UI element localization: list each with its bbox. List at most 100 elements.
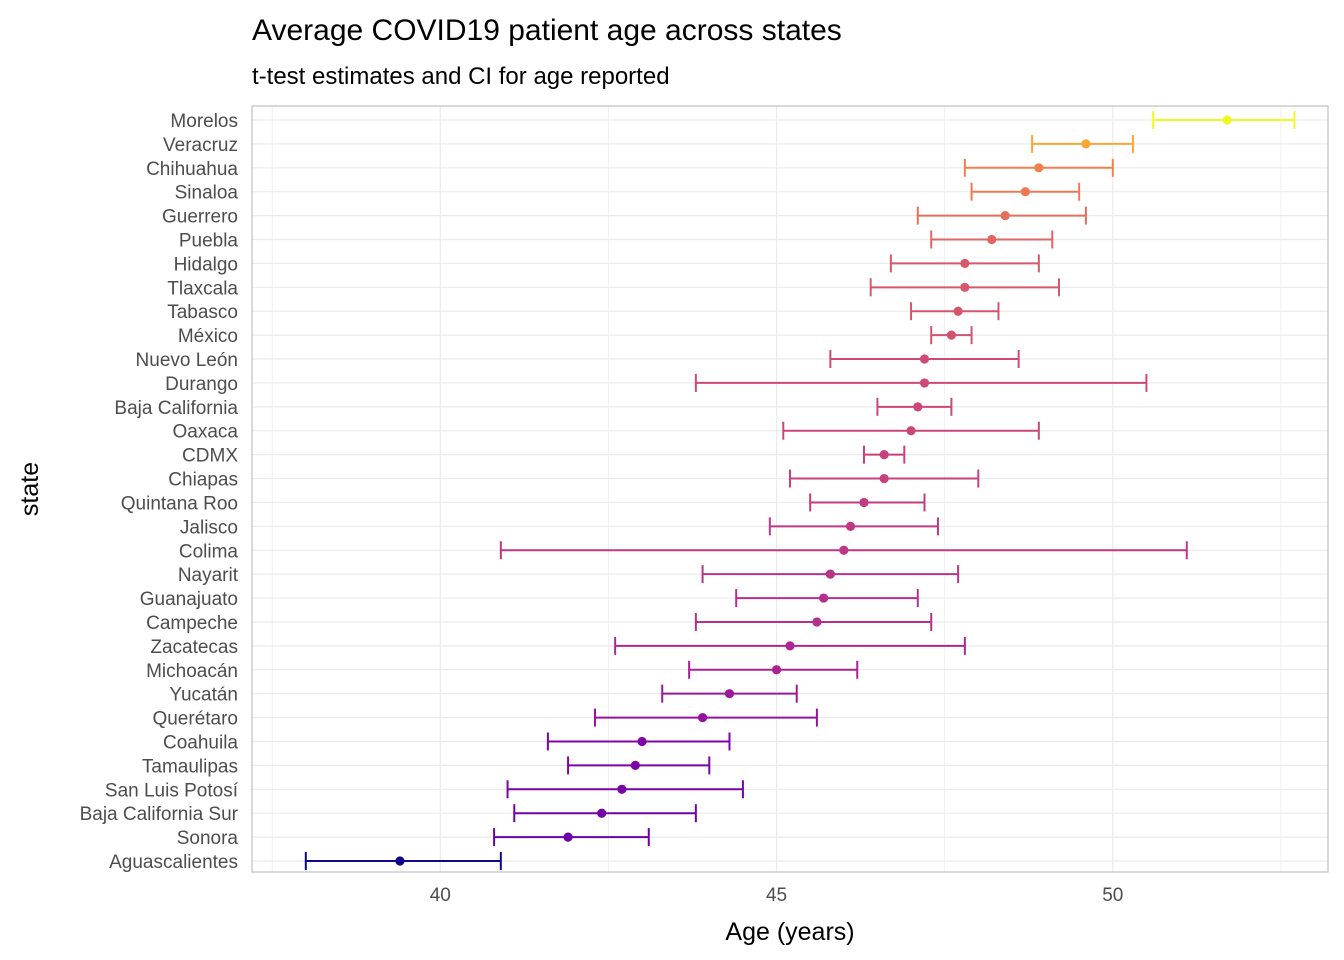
data-marks (304, 111, 1296, 870)
error-bar-cdmx (862, 445, 906, 464)
x-tick-label: 50 (1102, 885, 1123, 906)
y-tick-label: Guerrero (162, 207, 238, 228)
estimate-point (771, 665, 782, 675)
y-tick-label: Tabasco (167, 302, 238, 323)
error-bar-nuevo-le-n (829, 350, 1020, 369)
error-bar-oaxaca (782, 421, 1040, 440)
error-bar-jalisco (768, 517, 939, 536)
estimate-point (1222, 115, 1232, 125)
y-tick-label: Michoacán (146, 661, 238, 682)
estimate-point (825, 569, 835, 579)
estimate-point (785, 641, 795, 651)
y-tick-label: Yucatán (169, 685, 238, 706)
y-tick-label: Zacatecas (150, 637, 238, 658)
estimate-point (879, 450, 889, 460)
estimate-point (563, 832, 573, 842)
y-tick-labels: Aguascalientes Sonora Baja California Sur S… (80, 111, 239, 873)
estimate-point (1020, 187, 1030, 197)
error-bar-m-xico (930, 326, 973, 345)
estimate-point (819, 593, 829, 603)
x-axis-title: Age (years) (725, 918, 854, 946)
estimate-point (839, 545, 849, 555)
y-tick-label: Campeche (146, 613, 238, 634)
y-tick-label: Coahuila (163, 732, 238, 753)
y-tick-label: Veracruz (163, 135, 238, 156)
y-tick-label: Colima (179, 541, 239, 562)
y-tick-label: Tlaxcala (167, 278, 238, 299)
estimate-point (960, 258, 970, 269)
y-tick-label: Durango (165, 374, 238, 395)
estimate-point (906, 426, 916, 436)
grid (252, 106, 1328, 872)
error-bar-hidalgo (889, 254, 1040, 273)
y-tick-label: Baja California Sur (80, 804, 239, 825)
y-tick-label: Oaxaca (173, 422, 239, 443)
error-bar-veracruz (1031, 134, 1134, 153)
estimate-point (987, 234, 997, 245)
estimate-point (617, 784, 627, 794)
estimate-point (919, 378, 930, 388)
error-bar-tlaxcala (869, 278, 1060, 297)
chart-title: Average COVID19 patient age across state… (252, 14, 842, 47)
estimate-point (859, 497, 869, 508)
y-tick-label: Chihuahua (146, 159, 238, 180)
y-tick-label: CDMX (182, 446, 238, 467)
estimate-point (919, 354, 930, 364)
error-bar-campeche (694, 612, 933, 631)
error-bar-durango (694, 373, 1148, 392)
y-tick-label: Nayarit (178, 565, 239, 586)
y-tick-label: Baja California (114, 398, 238, 419)
estimate-point (1000, 211, 1010, 221)
estimate-point (960, 282, 970, 292)
error-bar-michoac-n (688, 660, 859, 679)
error-bar-aguascalientes (304, 852, 502, 870)
estimate-point (913, 402, 923, 412)
estimate-point (812, 617, 822, 627)
error-bar-yucat-n (661, 684, 798, 703)
error-bar-coahuila (546, 732, 731, 751)
y-tick-label: Morelos (170, 111, 238, 132)
error-bar-sonora (493, 828, 650, 847)
error-bar-baja-california (876, 397, 953, 416)
error-bar-tamaulipas (567, 756, 711, 775)
error-bar-quer-taro (593, 708, 818, 727)
error-bar-guanajuato (735, 589, 919, 608)
y-tick-label: Sonora (177, 828, 239, 849)
y-tick-label: Quintana Roo (121, 493, 238, 514)
error-bar-quintana-roo (809, 493, 926, 512)
y-tick-label: Tamaulipas (142, 756, 238, 777)
panel-border (251, 105, 1329, 873)
estimate-point (630, 760, 640, 770)
estimate-point (845, 521, 856, 531)
x-tick-label: 45 (766, 885, 787, 906)
estimate-point (697, 712, 708, 723)
error-bar-chihuahua (963, 158, 1114, 177)
error-bar-morelos (1152, 111, 1296, 129)
estimate-point (637, 736, 647, 747)
y-tick-label: Guanajuato (140, 589, 238, 610)
estimate-point (953, 306, 963, 316)
estimate-point (879, 473, 889, 484)
error-bar-sinaloa (970, 182, 1081, 201)
y-tick-label: Chiapas (168, 470, 238, 491)
error-bar-baja-california-sur (513, 804, 697, 823)
error-bar-san-luis-potos- (506, 780, 744, 799)
estimate-point (395, 856, 405, 866)
estimate-point (946, 330, 957, 340)
error-bar-colima (499, 541, 1188, 560)
error-bar-guerrero (916, 206, 1087, 225)
error-bar-tabasco (910, 302, 1000, 321)
y-tick-label: Hidalgo (174, 254, 238, 275)
error-bar-zacatecas (614, 636, 966, 655)
y-tick-label: Puebla (179, 231, 239, 252)
x-tick-labels: 40 45 50 (430, 885, 1124, 906)
y-axis-title: state (16, 462, 44, 516)
y-tick-label: Sinaloa (175, 183, 239, 204)
x-tick-label: 40 (430, 885, 451, 906)
error-bar-nayarit (701, 565, 960, 584)
y-tick-label: Querétaro (152, 709, 238, 730)
y-tick-label: Aguascalientes (109, 852, 238, 873)
error-bar-chiapas (789, 469, 980, 488)
y-tick-label: Nuevo León (136, 350, 238, 371)
